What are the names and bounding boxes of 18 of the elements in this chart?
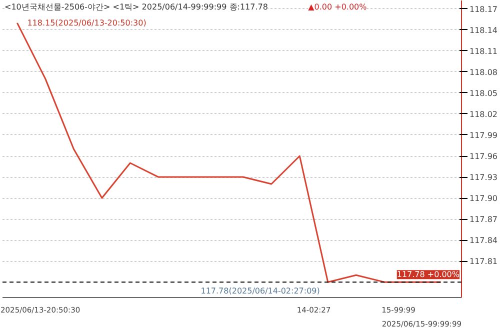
y-tick-label: 118.02 — [470, 110, 498, 119]
y-tick-label: 117.81 — [470, 257, 498, 266]
chart-title: <10년국채선물-2506-야간> <1틱> 2025/06/14-99:99:99 종:117.78 — [4, 2, 268, 12]
y-tick-label: 118.14 — [470, 26, 498, 35]
y-tick-label: 118.05 — [470, 88, 498, 98]
y-tick-label: 117.99 — [470, 130, 498, 140]
y-tick-label: 118.11 — [470, 46, 498, 56]
chart-subtitle: ▲0.00 +0.00% — [308, 2, 368, 12]
y-tick-label: 118.08 — [470, 68, 498, 77]
annotation: 118.15(2025/06/13-20:50:30) — [27, 18, 146, 28]
y-tick-label: 117.90 — [470, 194, 498, 204]
y-tick-label: 117.93 — [470, 173, 498, 182]
y-tick-label: 117.84 — [470, 236, 498, 246]
y-tick-label: 117.96 — [470, 152, 498, 162]
annotation: 117.78(2025/06/14-02:27:09) — [200, 286, 320, 296]
ref-line-label: 117.78 +0.00% — [396, 270, 460, 280]
y-tick-label: 118.17 — [470, 4, 498, 14]
y-tick-label: 117.87 — [470, 215, 498, 224]
